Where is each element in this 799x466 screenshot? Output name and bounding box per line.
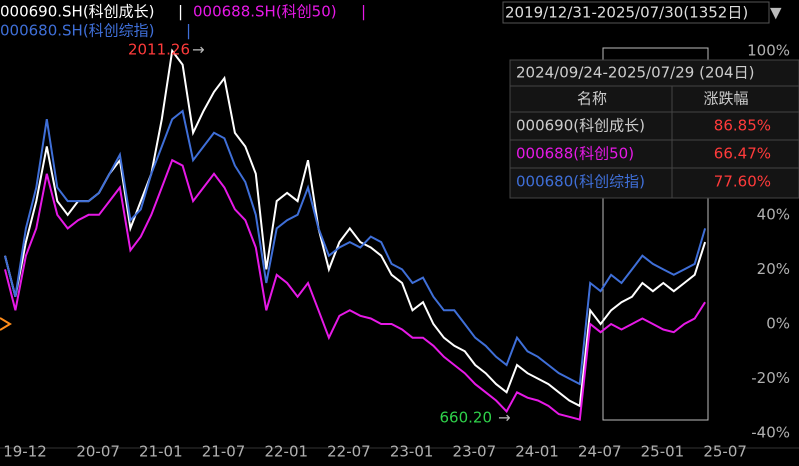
legend-entry[interactable]: 000688.SH(科创50) <box>193 3 337 21</box>
y-tick-label: 40% <box>757 205 790 223</box>
range-box[interactable] <box>502 1 770 24</box>
panel-header: 名称 <box>577 90 607 108</box>
annotation-arrow: → <box>498 409 511 427</box>
panel-header: 涨跌幅 <box>703 90 748 108</box>
separator: | <box>178 3 183 21</box>
panel-cell: 000688(科创50) <box>516 145 634 163</box>
panel-bg <box>509 59 799 199</box>
annotation: 2011.26 <box>128 41 190 59</box>
dropdown-icon[interactable]: ▼ <box>770 4 782 22</box>
selection-box <box>602 47 709 421</box>
x-tick-label: 21-01 <box>139 443 183 461</box>
panel-cell: 000690(科创成长) <box>516 117 645 135</box>
x-tick-label: 23-01 <box>390 443 434 461</box>
annotation-arrow: → <box>192 41 205 59</box>
y-tick-label: 20% <box>757 260 790 278</box>
marker <box>0 317 12 331</box>
panel-title: 2024/09/24-2025/07/29 (204日) <box>516 64 754 82</box>
annotation: 660.20 <box>440 409 493 427</box>
series-line <box>4 109 707 386</box>
panel-cell: 000680(科创综指) <box>516 173 645 191</box>
y-tick-label: 0% <box>766 315 790 333</box>
legend-entry[interactable]: 000680.SH(科创综指) <box>0 22 155 40</box>
x-tick-label: 21-07 <box>202 443 246 461</box>
panel-cell: 86.85% <box>714 117 771 135</box>
separator: | <box>361 3 366 21</box>
y-tick-label: 100% <box>747 41 790 59</box>
y-tick-label: -20% <box>751 369 790 387</box>
x-tick-label: 23-07 <box>453 443 497 461</box>
lines <box>4 48 707 421</box>
legend-entry[interactable]: 000690.SH(科创成长) <box>0 3 155 21</box>
series-line <box>4 158 706 421</box>
x-tick-label: 24-01 <box>515 443 559 461</box>
panel-cell: 66.47% <box>714 145 771 163</box>
panel-cell: 77.60% <box>714 173 771 191</box>
range-label[interactable]: 2019/12/31-2025/07/30(1352日) <box>505 4 748 22</box>
y-tick-label: -40% <box>751 424 790 442</box>
x-tick-label: 24-07 <box>578 443 622 461</box>
x-tick-label: 22-01 <box>264 443 308 461</box>
x-tick-label: 19-12 <box>3 443 47 461</box>
x-tick-label: 20-07 <box>76 443 120 461</box>
x-tick-label: 22-07 <box>327 443 371 461</box>
x-tick-label: 25-01 <box>641 443 685 461</box>
separator: | <box>186 22 191 40</box>
x-tick-label: 25-07 <box>703 443 747 461</box>
stats-panel: 2024/09/24-2025/07/29 (204日) 名称 涨跌幅 0006… <box>509 59 799 199</box>
